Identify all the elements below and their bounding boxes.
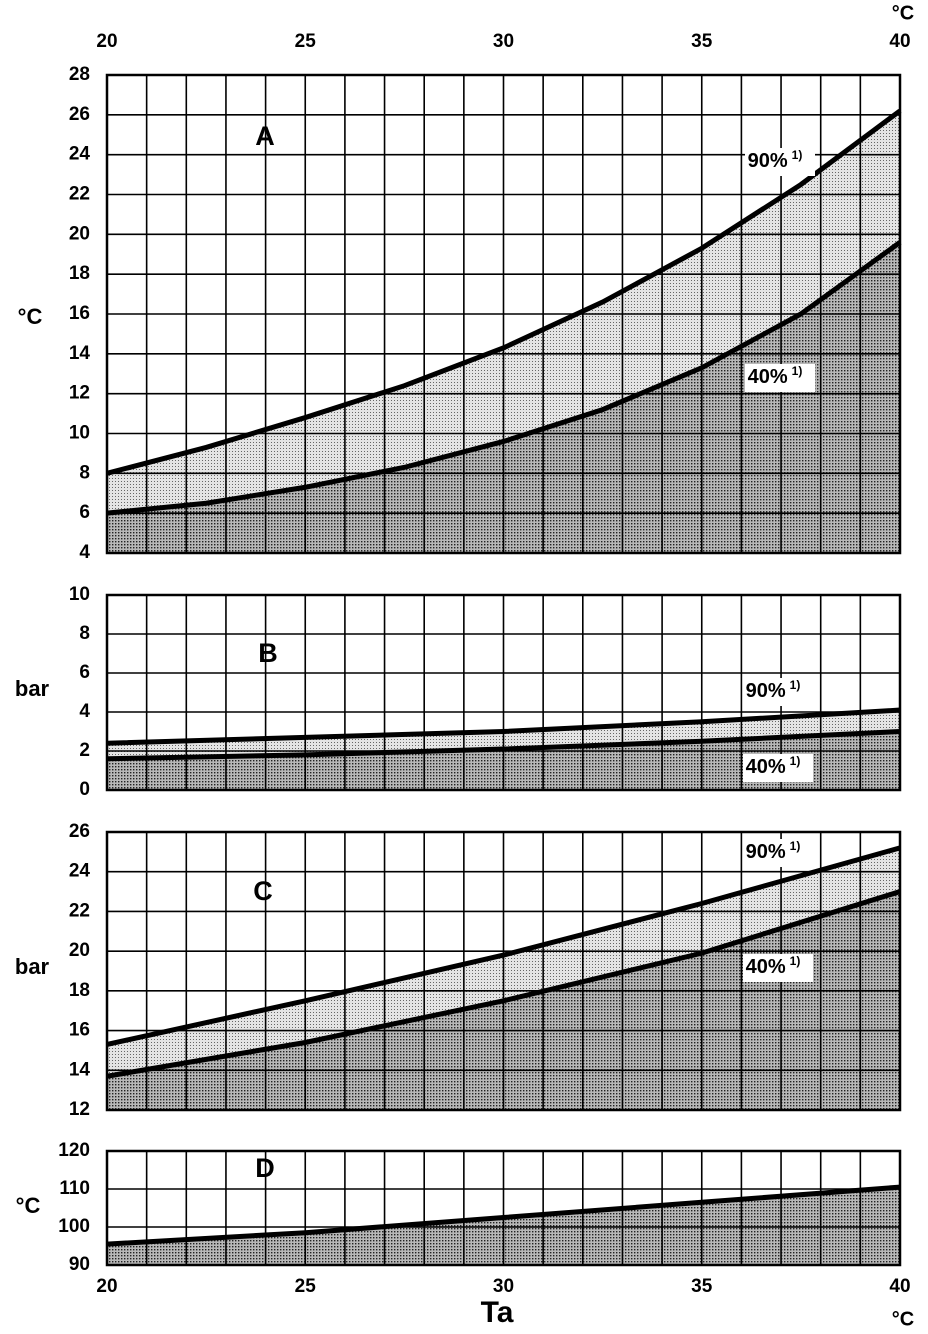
- y-tick-label: 12: [69, 1099, 90, 1120]
- y-tick-label: 18: [69, 263, 90, 284]
- y-tick-label: 24: [69, 861, 91, 882]
- y-tick-label: 14: [69, 1059, 91, 1080]
- x-tick-label: 25: [295, 1276, 317, 1297]
- plot-border: [105, 830, 902, 1112]
- footnote-mark: 1): [790, 754, 801, 768]
- series-line: [106, 889, 901, 1079]
- footnote-mark: 1): [790, 678, 801, 692]
- x-axis-label: Ta: [481, 1296, 514, 1329]
- y-tick-label: 20: [69, 940, 90, 961]
- panel-title: C: [253, 876, 273, 906]
- series-line: [106, 707, 901, 746]
- x-tick-label: 25: [295, 31, 317, 52]
- y-axis-label: °C: [16, 1193, 41, 1218]
- panel-title: A: [255, 121, 275, 151]
- y-tick-label: 8: [79, 623, 90, 644]
- series-line: [106, 240, 902, 516]
- series-name: 90%: [746, 841, 786, 863]
- panel-title: B: [258, 638, 278, 668]
- y-tick-label: 0: [79, 779, 90, 800]
- plot-border: [105, 1149, 902, 1267]
- y-tick-label: 10: [69, 423, 90, 444]
- label-background: [743, 839, 813, 867]
- y-tick-label: 22: [69, 900, 90, 921]
- label-background: [745, 364, 815, 392]
- x-tick-label: 35: [691, 31, 713, 52]
- y-tick-label: 18: [69, 980, 90, 1001]
- y-tick-label: 4: [79, 542, 90, 563]
- y-axis-label: bar: [15, 954, 50, 979]
- y-tick-label: 110: [59, 1178, 90, 1199]
- series-label: 90% 1): [746, 678, 801, 702]
- series-name: 40%: [746, 956, 786, 978]
- y-tick-label: 100: [58, 1216, 90, 1237]
- x-tick-label: 40: [889, 31, 910, 52]
- y-tick-label: 28: [69, 64, 90, 85]
- y-tick-label: 26: [69, 821, 90, 842]
- panel-title: D: [255, 1153, 275, 1183]
- label-background: [743, 678, 813, 706]
- x-tick-label: 20: [96, 31, 117, 52]
- x-axis-unit: °C: [892, 1308, 914, 1330]
- series-name: 40%: [748, 366, 788, 388]
- x-axis-unit: °C: [892, 2, 914, 24]
- x-tick-label: 30: [493, 31, 514, 52]
- x-tick-label: 35: [691, 1276, 713, 1297]
- y-tick-label: 26: [69, 104, 90, 125]
- footnote-mark: 1): [790, 839, 801, 853]
- x-tick-label: 30: [493, 1276, 514, 1297]
- series-label: 40% 1): [748, 364, 803, 388]
- footnote-mark: 1): [792, 364, 803, 378]
- y-axis-label: bar: [15, 676, 50, 701]
- series-line: [106, 729, 901, 762]
- series-label: 40% 1): [746, 954, 801, 978]
- y-tick-label: 4: [79, 701, 90, 722]
- x-tick-label: 40: [889, 1276, 910, 1297]
- y-axis-label: °C: [18, 304, 43, 329]
- y-tick-label: 8: [79, 462, 90, 483]
- footnote-mark: 1): [790, 954, 801, 968]
- series-label: 90% 1): [748, 148, 803, 172]
- y-tick-label: 16: [69, 303, 90, 324]
- plot-border: [105, 593, 902, 792]
- plot-border: [105, 73, 902, 555]
- label-background: [745, 148, 815, 176]
- series-name: 90%: [746, 680, 786, 702]
- y-tick-label: 120: [58, 1140, 90, 1161]
- y-tick-label: 12: [69, 383, 90, 404]
- y-tick-label: 14: [69, 343, 91, 364]
- series-name: 40%: [746, 756, 786, 778]
- series-name: 90%: [748, 150, 788, 172]
- y-tick-label: 22: [69, 184, 90, 205]
- x-tick-label: 20: [96, 1276, 117, 1297]
- y-tick-label: 16: [69, 1020, 90, 1041]
- y-tick-label: 2: [79, 740, 90, 761]
- label-background: [743, 954, 813, 982]
- y-tick-label: 24: [69, 144, 91, 165]
- series-line: [106, 108, 902, 476]
- footnote-mark: 1): [792, 148, 803, 162]
- y-tick-label: 6: [79, 502, 90, 523]
- y-tick-label: 90: [69, 1254, 90, 1275]
- series-line: [106, 845, 901, 1047]
- label-background: [743, 754, 813, 782]
- y-tick-label: 6: [79, 662, 90, 683]
- series-label: 90% 1): [746, 839, 801, 863]
- series-label: 40% 1): [746, 754, 801, 778]
- series-line: [106, 1184, 901, 1247]
- y-tick-label: 10: [69, 584, 90, 605]
- y-tick-label: 20: [69, 223, 90, 244]
